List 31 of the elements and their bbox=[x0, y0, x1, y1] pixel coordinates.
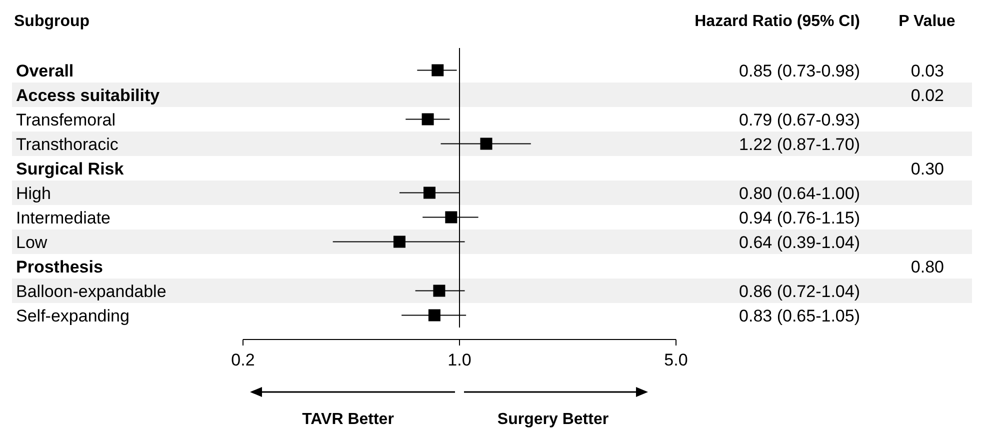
y-axis-title: Subgroup bbox=[14, 13, 90, 30]
y-tick-label: Transthoracic bbox=[16, 134, 119, 154]
data-label: 0.85 (0.73-0.98) bbox=[739, 61, 860, 80]
data-label: 0.64 (0.39-1.04) bbox=[739, 232, 860, 252]
text: 0.02 bbox=[910, 86, 944, 105]
x-tick-label: 5.0 bbox=[664, 350, 688, 370]
y-tick-label: Transfemoral bbox=[16, 110, 116, 130]
data-label: 1.22 (0.87-1.70) bbox=[739, 134, 860, 154]
text: Hazard Ratio (95% CI) bbox=[694, 13, 860, 30]
x-tick-label: 1.0 bbox=[448, 350, 472, 370]
data-label: 0.80 (0.64-1.00) bbox=[739, 184, 860, 203]
y-tick-label: Overall bbox=[16, 61, 74, 80]
y-tick-label: Balloon-expandable bbox=[16, 282, 166, 301]
text: 0.80 bbox=[910, 257, 944, 276]
data-label: 0.94 (0.76-1.15) bbox=[739, 208, 860, 228]
text: TAVR Better bbox=[302, 411, 394, 428]
text: Surgery Better bbox=[497, 411, 609, 428]
y-tick-label: Surgical Risk bbox=[16, 159, 124, 178]
data-label: 0.79 (0.67-0.93) bbox=[739, 110, 860, 130]
y-tick-label: Intermediate bbox=[16, 208, 110, 228]
x-tick-label: 0.2 bbox=[231, 350, 255, 370]
y-tick-label: High bbox=[16, 184, 51, 203]
text: P Value bbox=[898, 13, 956, 30]
y-tick-label: Self-expanding bbox=[16, 306, 130, 326]
text: 0.30 bbox=[910, 159, 944, 178]
y-tick-label: Prosthesis bbox=[16, 257, 103, 276]
data-label: 0.86 (0.72-1.04) bbox=[739, 282, 860, 301]
text: 0.03 bbox=[910, 61, 944, 80]
y-tick-label: Low bbox=[16, 232, 48, 252]
data-label: 0.83 (0.65-1.05) bbox=[739, 306, 860, 326]
y-tick-label: Access suitability bbox=[16, 86, 160, 105]
